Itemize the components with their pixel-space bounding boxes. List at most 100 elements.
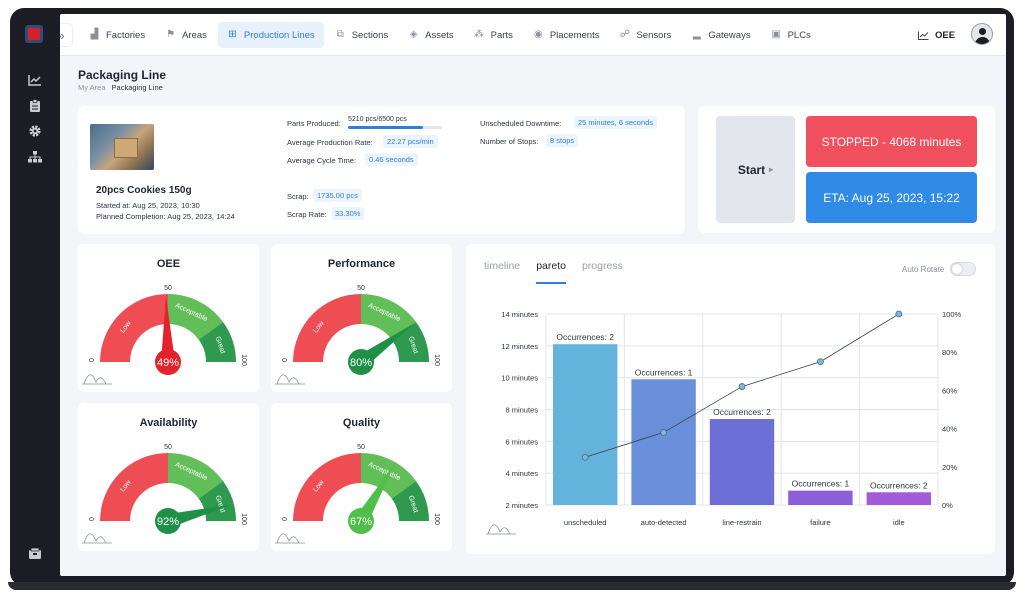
scrap-rate-value: 33.30%	[331, 207, 365, 220]
parts-icon: ⁂	[474, 29, 485, 40]
gauge-card-performance: Performance Low Acceptable Great 0 50 100 80%	[271, 244, 452, 392]
sections-icon: ⧉	[336, 29, 344, 40]
x-tick-label: failure	[810, 518, 830, 527]
gauge-title: Quality	[342, 417, 381, 429]
main-screen: ▟ Factories ⚑ Areas ⊞ Production Lines ⧉ Sec…	[60, 14, 1006, 576]
tab-timeline[interactable]: timeline	[484, 260, 521, 272]
gear-icon[interactable]	[27, 123, 43, 139]
gauge-min-label: 0	[282, 358, 289, 362]
nav-label: Sections	[351, 29, 389, 41]
gauge-max-label: 100	[433, 354, 440, 366]
factory-icon: ▟	[90, 29, 99, 40]
chart-icon[interactable]	[27, 72, 43, 88]
nav-item-areas[interactable]: ⚑ Areas	[156, 22, 216, 48]
app-logo[interactable]	[25, 25, 43, 43]
bar	[631, 379, 696, 505]
nav-label: Areas	[182, 29, 207, 41]
tab-pareto[interactable]: pareto	[536, 260, 566, 284]
sensor-icon: ☍	[619, 29, 631, 40]
progress-fill	[348, 126, 424, 129]
started-at: Started at: Aug 25, 2023, 10:30	[96, 201, 200, 210]
bar-label: Occurrences: 1	[792, 479, 850, 489]
nav-item-sections[interactable]: ⧉ Sections	[326, 22, 397, 48]
nav-item-oee[interactable]: OEE	[918, 22, 955, 48]
wave-icon	[486, 524, 516, 535]
y-tick-label: 10 minutes	[501, 374, 538, 383]
gauge-band-great	[391, 481, 429, 521]
nav-item-parts[interactable]: ⁂ Parts	[465, 22, 522, 48]
parts-produced-label: Parts Produced:	[287, 119, 341, 128]
y2-tick-label: 80%	[942, 348, 957, 357]
nav-label: Placements	[549, 29, 600, 41]
gateway-icon: ▂	[692, 29, 701, 40]
gauge-title: Availability	[139, 417, 198, 429]
page-title: Packaging Line	[78, 68, 167, 82]
gauge-hub	[348, 349, 374, 375]
hierarchy-icon[interactable]	[27, 149, 43, 165]
gauge-min-label: 0	[89, 517, 96, 521]
y2-tick-label: 60%	[942, 386, 957, 395]
eta-badge: ETA: Aug 25, 2023, 15:22	[806, 172, 977, 223]
gauge-value: 49%	[157, 357, 179, 369]
nav-bar: ▟ Factories ⚑ Areas ⊞ Production Lines ⧉ Sec…	[80, 22, 820, 48]
bar-label: Occurrences: 2	[713, 407, 771, 417]
nav-label: Parts	[490, 29, 513, 41]
breadcrumb-item[interactable]: My Area	[78, 83, 106, 92]
gauge-band-low	[100, 294, 168, 362]
controls-card: Start ▸ STOPPED - 4068 minutes ETA: Aug …	[698, 106, 995, 233]
cumulative-point	[660, 429, 668, 436]
wave-icon	[82, 533, 112, 544]
start-label: Start	[737, 162, 766, 177]
gauge-band-low	[293, 294, 361, 362]
product-name: 20pcs Cookies 150g	[96, 185, 192, 196]
user-avatar[interactable]	[971, 23, 993, 45]
downtime-label: Unscheduled Downtime:	[480, 119, 562, 128]
x-tick-label: auto-detected	[641, 518, 687, 527]
gauge-value: 92%	[157, 516, 179, 528]
expand-sidebar-button[interactable]: »	[60, 24, 72, 46]
nav-item-placements[interactable]: ◉ Placements	[524, 22, 609, 48]
breadcrumb-current: Packaging Line	[111, 83, 163, 92]
production-lines-icon: ⊞	[228, 29, 237, 40]
nav-label: Production Lines	[243, 29, 315, 41]
gauge-band-acceptable	[168, 453, 224, 499]
bar-label: Occurrences: 1	[635, 367, 693, 377]
breadcrumb: My Area Packaging Line	[78, 83, 163, 92]
bar-label: Occurrences: 2	[556, 332, 614, 342]
nav-item-gateways[interactable]: ▂ Gateways	[682, 22, 759, 48]
nav-item-sensors[interactable]: ☍ Sensors	[610, 22, 680, 48]
avg-cycle-value: 0.46 seconds	[365, 153, 418, 166]
oee-nav-label: OEE	[935, 29, 956, 41]
gauge-value: 67%	[350, 516, 372, 528]
gauge-title: OEE	[156, 258, 181, 270]
nav-item-factories[interactable]: ▟ Factories	[80, 22, 154, 48]
gauge-max-label: 100	[240, 513, 247, 525]
gauge-value: 80%	[350, 357, 372, 369]
gauge-band-low	[293, 453, 361, 521]
auto-rotate-toggle[interactable]	[950, 262, 977, 276]
gauge-band-great	[198, 322, 236, 362]
gauge-band-acceptable	[361, 294, 417, 340]
inbox-icon[interactable]	[27, 545, 43, 561]
start-button[interactable]: Start ▸	[716, 116, 795, 223]
gauge-mid-label: 50	[357, 444, 365, 451]
bar	[866, 492, 931, 505]
nav-item-assets[interactable]: ◈ Assets	[399, 22, 463, 48]
nav-item-production-lines[interactable]: ⊞ Production Lines	[217, 22, 324, 48]
nav-label: Gateways	[708, 29, 751, 41]
y-tick-label: 4 minutes	[505, 469, 538, 478]
nav-item-plcs[interactable]: ▣ PLCs	[762, 22, 820, 48]
tab-progress[interactable]: progress	[581, 260, 623, 272]
gauge-needle	[161, 296, 175, 363]
y-tick-label: 6 minutes	[505, 437, 538, 446]
y2-tick-label: 40%	[942, 425, 957, 434]
nav-label: PLCs	[787, 29, 811, 41]
cube-icon: ◈	[409, 29, 418, 40]
gauge-min-label: 0	[282, 517, 289, 521]
gauge-card-quality: Quality Low Acceptable Great 0 50 100 67%	[271, 403, 452, 551]
clipboard-icon[interactable]	[27, 98, 43, 114]
bar	[709, 419, 775, 505]
gauge-card-availability: Availability Low Acceptable Great 0 50 100 92%	[78, 403, 259, 551]
